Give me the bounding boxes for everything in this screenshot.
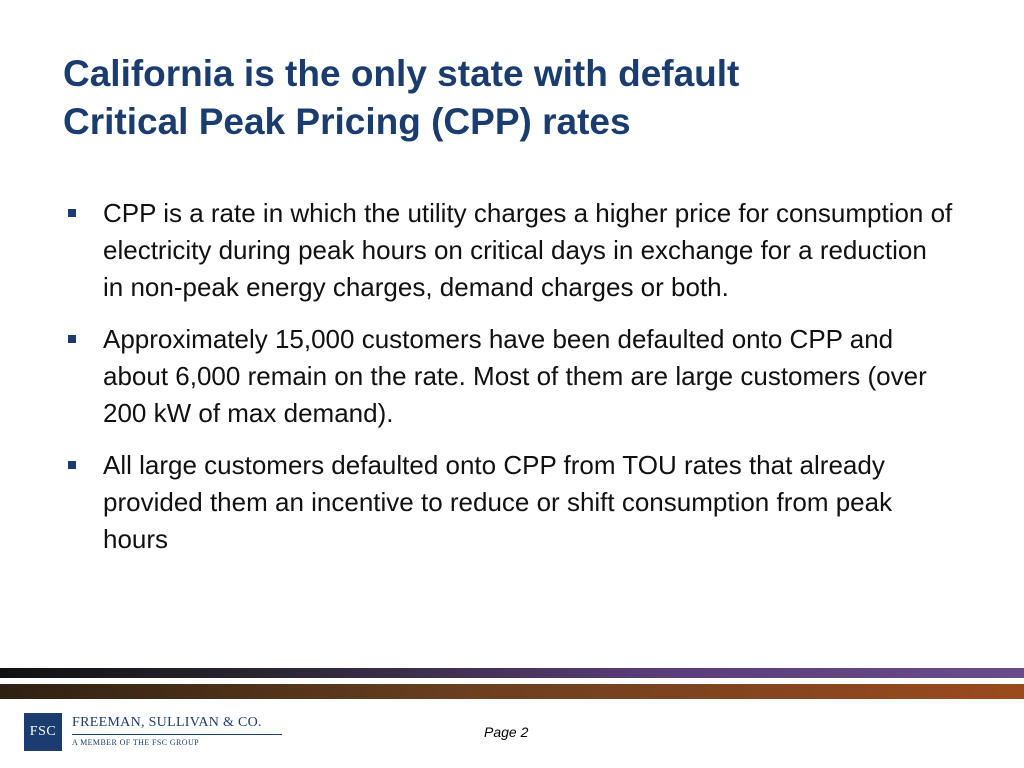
bullet-item: All large customers defaulted onto CPP f… <box>0 447 1024 558</box>
logo-box: FSC <box>24 713 62 751</box>
footer-bar-bottom <box>0 684 1024 699</box>
logo-tagline: A MEMBER OF THE FSC GROUP <box>72 738 199 747</box>
footer-decorative-bars <box>0 668 1024 700</box>
bullet-item: Approximately 15,000 customers have been… <box>0 321 1024 432</box>
slide-title: California is the only state with defaul… <box>63 50 963 146</box>
bullet-list: CPP is a rate in which the utility charg… <box>0 195 1024 573</box>
square-bullet-icon <box>68 461 76 469</box>
bullet-item: CPP is a rate in which the utility charg… <box>0 195 1024 306</box>
page-number: Page 2 <box>484 724 529 740</box>
slide-title-line-1: California is the only state with defaul… <box>63 53 740 94</box>
slide-title-line-2: Critical Peak Pricing (CPP) rates <box>63 101 631 142</box>
bullet-text: All large customers defaulted onto CPP f… <box>103 450 893 554</box>
company-logo: FSC FREEMAN, SULLIVAN & CO. A MEMBER OF … <box>24 713 284 753</box>
bullet-text: CPP is a rate in which the utility charg… <box>103 198 953 302</box>
footer-bar-top <box>0 668 1024 678</box>
bullet-text: Approximately 15,000 customers have been… <box>103 324 927 428</box>
square-bullet-icon <box>68 209 76 217</box>
logo-divider <box>72 734 282 735</box>
logo-company-name: FREEMAN, SULLIVAN & CO. <box>72 715 262 730</box>
square-bullet-icon <box>68 335 76 343</box>
